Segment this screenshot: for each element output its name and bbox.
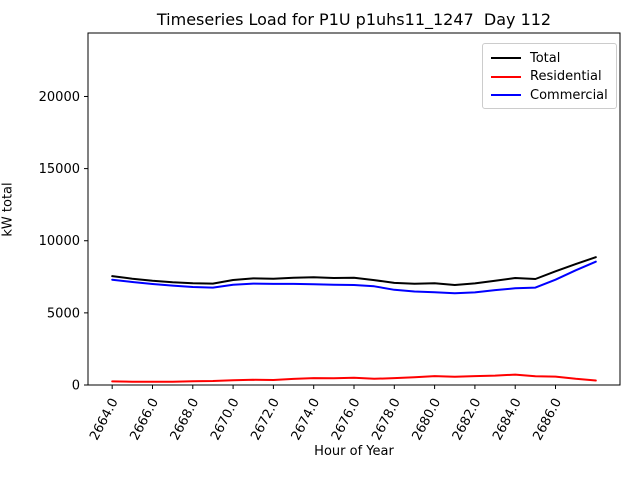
x-tick-label: 2682.0 xyxy=(450,396,485,443)
y-tick-label: 5000 xyxy=(47,306,80,321)
x-axis-label: Hour of Year xyxy=(314,444,394,459)
x-tick-label: 2686.0 xyxy=(530,396,565,443)
legend: Total Residential Commercial xyxy=(482,43,617,109)
y-axis-label: kW total xyxy=(0,182,16,237)
y-tick-label: 20000 xyxy=(39,90,80,105)
series-line-commercial xyxy=(111,260,597,295)
series-line-total xyxy=(111,256,597,286)
y-tick-label: 10000 xyxy=(39,234,80,249)
x-tick-label: 2672.0 xyxy=(248,396,283,443)
x-tick-label: 2676.0 xyxy=(329,396,364,443)
x-tick-label: 2680.0 xyxy=(410,396,445,443)
legend-line-sample-total xyxy=(491,57,521,59)
legend-label-total: Total xyxy=(530,50,561,66)
x-tick-label: 2674.0 xyxy=(289,396,324,443)
legend-line-sample-commercial xyxy=(491,94,521,96)
legend-label-commercial: Commercial xyxy=(530,87,608,103)
x-tick-label: 2664.0 xyxy=(87,396,122,443)
series-line-residential xyxy=(111,373,597,383)
y-tick-label: 0 xyxy=(72,379,80,394)
x-tick-label: 2666.0 xyxy=(127,396,162,443)
x-tick-label: 2670.0 xyxy=(208,396,243,443)
legend-label-residential: Residential xyxy=(530,69,602,84)
chart-title: Timeseries Load for P1U p1uhs11_1247 Day… xyxy=(156,10,552,29)
x-tick-label: 2668.0 xyxy=(168,396,203,443)
y-tick-label: 15000 xyxy=(39,162,80,177)
legend-entry-residential: Residential xyxy=(491,68,608,86)
x-tick-label: 2678.0 xyxy=(369,396,404,443)
legend-line-sample-residential xyxy=(491,75,521,78)
legend-entry-commercial: Commercial xyxy=(491,86,608,104)
x-tick-label: 2684.0 xyxy=(490,396,525,443)
legend-entry-total: Total xyxy=(491,49,608,67)
